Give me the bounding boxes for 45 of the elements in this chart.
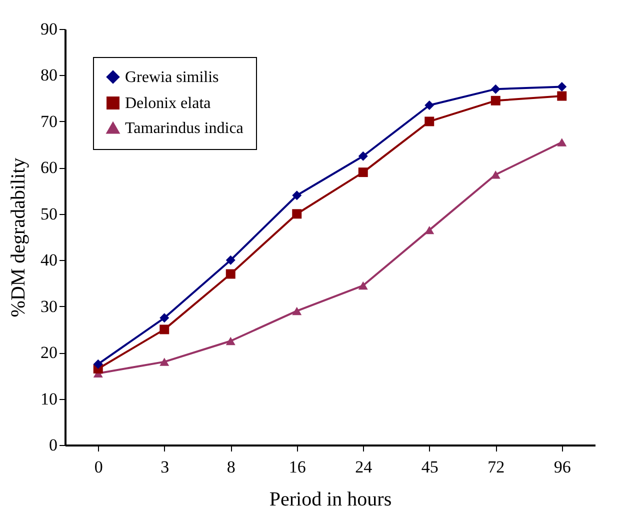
- legend-label: Tamarindus indica: [125, 120, 244, 137]
- point: [226, 336, 236, 346]
- x-tick-label: 45: [421, 458, 438, 476]
- point: [358, 168, 368, 178]
- y-tick-label: 90: [40, 20, 58, 38]
- y-tick-label: 0: [49, 436, 58, 454]
- point: [292, 306, 302, 316]
- y-tick-label: 60: [40, 158, 58, 178]
- point: [358, 151, 368, 161]
- x-tick-label: 72: [488, 458, 505, 476]
- x-tick-label: 96: [554, 458, 571, 476]
- point: [160, 358, 170, 366]
- y-tick-label: 10: [40, 389, 58, 408]
- point: [226, 255, 236, 265]
- point: [490, 96, 500, 106]
- point: [557, 138, 567, 146]
- point: [490, 170, 500, 179]
- point: [424, 226, 434, 234]
- point: [93, 359, 103, 369]
- x-tick-label: 16: [288, 458, 306, 476]
- y-axis-title: %DM degradability: [8, 158, 30, 318]
- legend-label: Delonix elata: [125, 95, 211, 112]
- y-tick-label: 30: [40, 296, 58, 316]
- point: [490, 84, 500, 94]
- point: [160, 324, 170, 334]
- legend-label: Grewia similis: [125, 69, 219, 86]
- point: [557, 91, 567, 101]
- x-tick-label: 24: [355, 458, 373, 476]
- point: [358, 281, 368, 290]
- x-tick-label: 0: [94, 458, 103, 476]
- point: [424, 116, 434, 126]
- point: [160, 313, 170, 323]
- y-tick-label: 70: [40, 112, 58, 131]
- y-tick-label: 20: [40, 343, 58, 362]
- y-tick-label: 40: [40, 250, 58, 270]
- point: [226, 269, 236, 279]
- y-tick-label: 80: [40, 66, 58, 85]
- x-tick-label: 3: [160, 458, 170, 476]
- point: [292, 209, 302, 219]
- point: [424, 100, 434, 110]
- point: [557, 82, 567, 92]
- point: [292, 190, 302, 200]
- y-tick-label: 50: [40, 204, 58, 224]
- x-tick-label: 8: [226, 458, 236, 476]
- x-axis-title: Period in hours: [269, 488, 392, 510]
